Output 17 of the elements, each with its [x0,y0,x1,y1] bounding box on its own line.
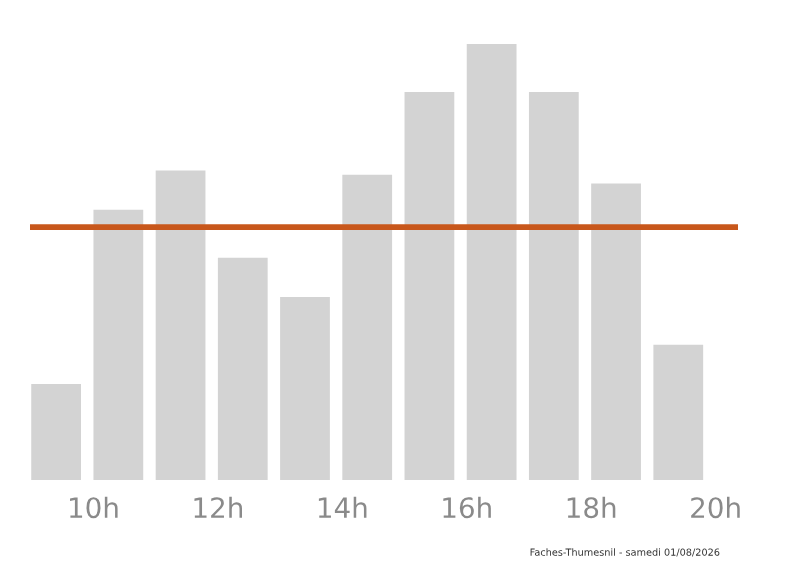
x-tick-label: 20h [691,496,740,519]
bar [217,257,268,480]
x-tick-label: 10h [70,496,118,519]
bar [93,209,144,480]
bar [155,170,206,480]
bar [591,183,641,480]
x-tick-label: 14h [318,496,367,518]
x-tick-label: 12h [194,496,243,518]
bar [31,384,82,480]
x-tick-label: 18h [567,496,616,519]
bar [280,296,330,480]
bar [528,91,579,480]
bar [404,91,455,480]
bar [466,44,517,480]
x-tick-label: 16h [443,496,491,519]
bar [342,174,393,480]
bar [653,344,704,480]
